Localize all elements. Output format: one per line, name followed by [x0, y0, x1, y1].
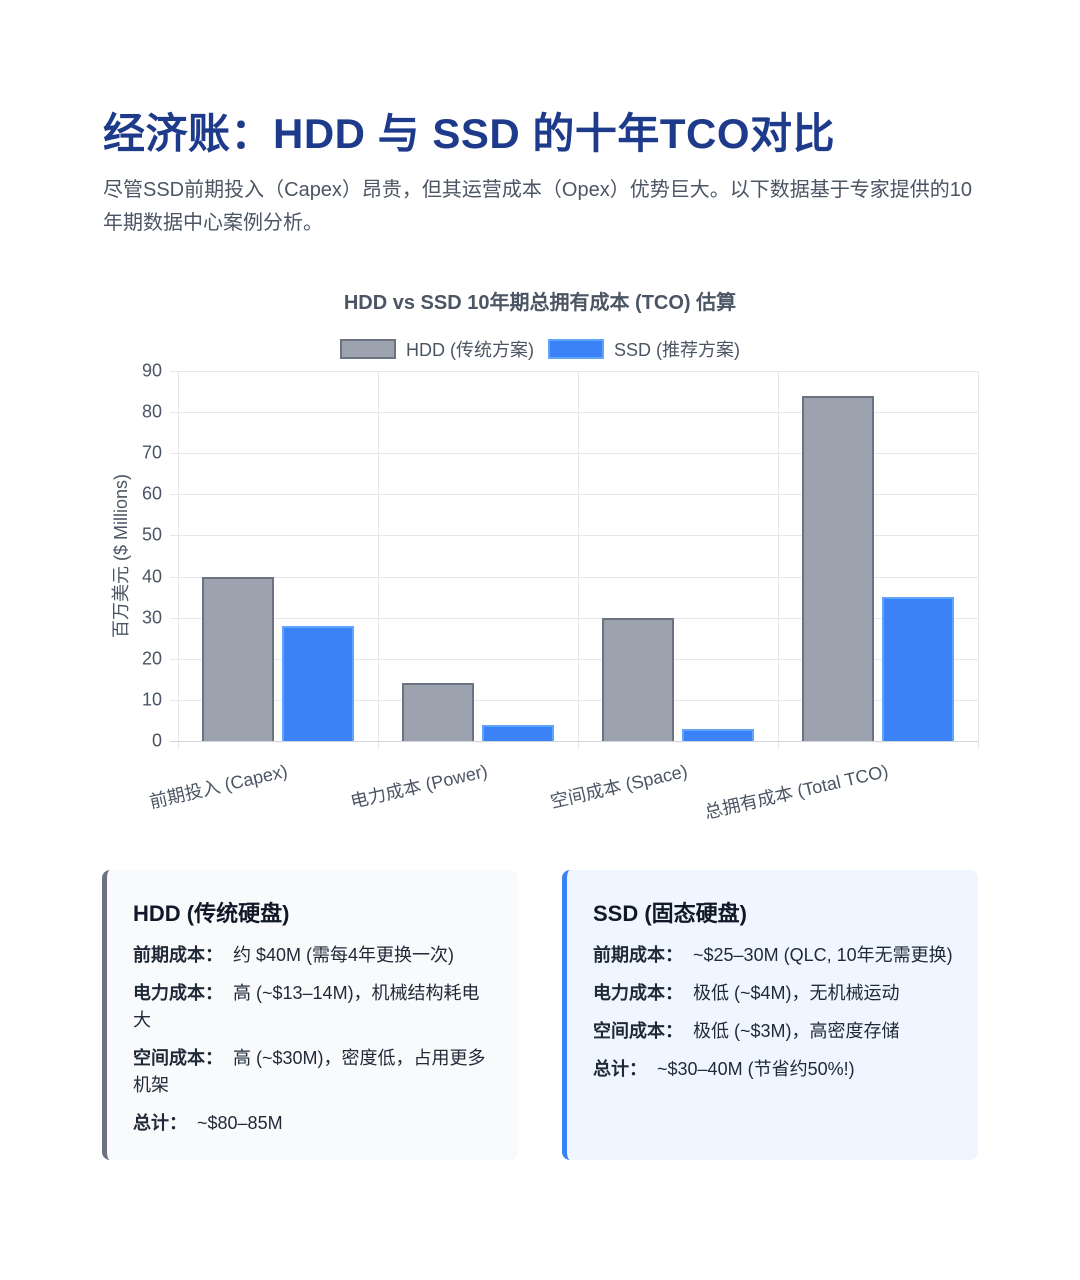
chart-plot-area — [170, 371, 979, 749]
gridline — [170, 741, 978, 742]
ssd-row-space: 空间成本： 极低 (~$3M)，高密度存储 — [593, 1021, 900, 1041]
vertical-gridline — [178, 371, 179, 749]
bar-ssd[interactable] — [282, 625, 354, 741]
y-tick-label: 80 — [141, 401, 162, 422]
y-tick-label: 30 — [141, 607, 162, 628]
legend-swatch-ssd — [548, 339, 604, 359]
x-tick-label: 总拥有成本 (Total TCO) — [702, 760, 891, 823]
legend-swatch-hdd — [340, 339, 396, 359]
hdd-row-total: 总计： ~$80–85M — [133, 1113, 283, 1133]
y-tick-label: 10 — [141, 689, 162, 710]
hdd-card-title: HDD (传统硬盘) — [133, 901, 290, 926]
hdd-row-space: 空间成本：高 (~$30M)，密度低，占用更多机架 — [133, 1048, 486, 1095]
ssd-card-title: SSD (固态硬盘) — [593, 901, 748, 926]
legend-item-ssd[interactable]: SSD (推荐方案) — [548, 336, 740, 362]
ssd-row-capex: 前期成本： ~$25–30M (QLC, 10年无需更换) — [593, 945, 953, 965]
legend-item-hdd[interactable]: HDD (传统方案) — [340, 336, 534, 362]
legend-label-ssd: SSD (推荐方案) — [614, 340, 740, 360]
x-tick-label: 电力成本 (Power) — [348, 760, 490, 812]
legend-label-hdd: HDD (传统方案) — [406, 340, 534, 360]
y-tick-label: 20 — [141, 648, 162, 669]
bar-hdd[interactable] — [802, 395, 874, 741]
vertical-gridline — [978, 371, 979, 749]
bar-ssd[interactable] — [482, 724, 554, 741]
bar-hdd[interactable] — [402, 683, 474, 741]
chart-legend: HDD (传统方案) SSD (推荐方案) — [0, 336, 1080, 362]
page-title: 经济账：HDD 与 SSD 的十年TCO对比 — [103, 110, 836, 157]
bar-ssd[interactable] — [882, 597, 954, 741]
hdd-row-capex: 前期成本：约 $40M (需每4年更换一次) — [133, 945, 455, 965]
y-tick-label: 40 — [141, 566, 162, 587]
gridline — [170, 535, 978, 537]
ssd-row-total: 总计： ~$30–40M (节省约50%!) — [593, 1059, 855, 1079]
bar-hdd[interactable] — [202, 576, 274, 741]
gridline — [170, 453, 978, 455]
y-tick-label: 0 — [151, 730, 162, 751]
vertical-gridline — [378, 371, 379, 749]
hdd-row-power: 电力成本：高 (~$13–14M)，机械结构耗电大 — [133, 983, 480, 1030]
hdd-summary-card: HDD (传统硬盘) 前期成本：约 $40M (需每4年更换一次) 电力成本：高… — [102, 870, 518, 1160]
ssd-row-power: 电力成本： 极低 (~$4M)，无机械运动 — [593, 983, 900, 1003]
y-tick-label: 90 — [141, 360, 162, 381]
x-tick-label: 前期投入 (Capex) — [147, 760, 290, 813]
gridline — [170, 699, 978, 701]
bar-ssd[interactable] — [682, 728, 754, 741]
gridline — [170, 658, 978, 660]
bar-hdd[interactable] — [602, 617, 674, 741]
vertical-gridline — [778, 371, 779, 749]
y-tick-label: 50 — [141, 524, 162, 545]
ssd-summary-card: SSD (固态硬盘) 前期成本： ~$25–30M (QLC, 10年无需更换) … — [562, 870, 978, 1160]
gridline — [170, 371, 978, 372]
gridline — [170, 617, 978, 619]
chart-title: HDD vs SSD 10年期总拥有成本 (TCO) 估算 — [343, 292, 737, 314]
page-subtitle: 尽管SSD前期投入（Capex）昂贵，但其运营成本（Opex）优势巨大。以下数据… — [103, 179, 972, 234]
gridline — [170, 576, 978, 578]
y-tick-label: 70 — [141, 442, 162, 463]
y-tick-label: 60 — [141, 483, 162, 504]
vertical-gridline — [578, 371, 579, 749]
gridline — [170, 494, 978, 496]
x-tick-label: 空间成本 (Space) — [548, 760, 690, 812]
gridline — [170, 412, 978, 414]
